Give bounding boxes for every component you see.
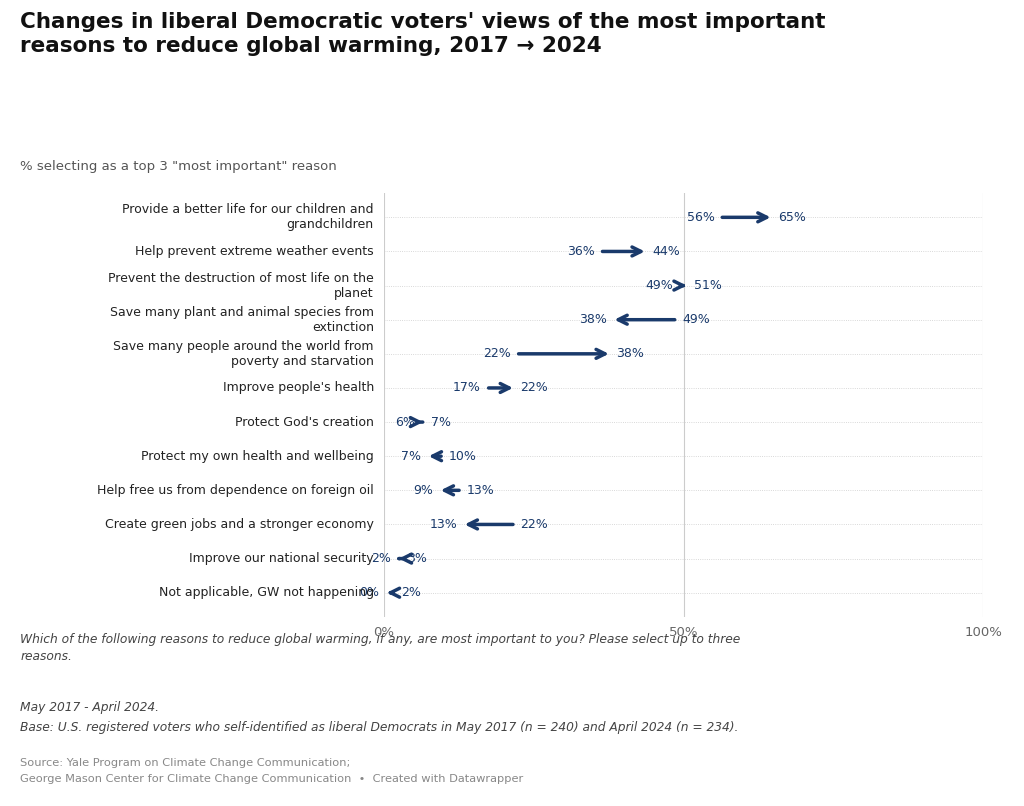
Text: 49%: 49% — [645, 279, 673, 292]
Text: Provide a better life for our children and
grandchildren: Provide a better life for our children a… — [122, 203, 374, 231]
Text: Source: Yale Program on Climate Change Communication;: Source: Yale Program on Climate Change C… — [20, 758, 351, 767]
Text: Improve people's health: Improve people's health — [222, 381, 374, 394]
Text: 10%: 10% — [449, 450, 476, 463]
Text: Improve our national security: Improve our national security — [189, 552, 374, 565]
Text: Which of the following reasons to reduce global warming, if any, are most import: Which of the following reasons to reduce… — [20, 633, 740, 663]
Text: 17%: 17% — [454, 381, 481, 394]
Text: 3%: 3% — [407, 552, 427, 565]
Text: 36%: 36% — [567, 245, 595, 258]
Text: 38%: 38% — [616, 347, 644, 360]
Text: 22%: 22% — [520, 518, 548, 531]
Text: Base: U.S. registered voters who self-identified as liberal Democrats in May 201: Base: U.S. registered voters who self-id… — [20, 721, 739, 734]
Text: 6%: 6% — [395, 416, 415, 429]
Text: Save many people around the world from
poverty and starvation: Save many people around the world from p… — [114, 340, 374, 368]
Text: Save many plant and animal species from
extinction: Save many plant and animal species from … — [110, 305, 374, 334]
Text: % selecting as a top 3 "most important" reason: % selecting as a top 3 "most important" … — [20, 160, 337, 173]
Text: Create green jobs and a stronger economy: Create green jobs and a stronger economy — [104, 518, 374, 531]
Text: 9%: 9% — [414, 484, 433, 496]
Text: Protect my own health and wellbeing: Protect my own health and wellbeing — [141, 450, 374, 463]
Text: 22%: 22% — [483, 347, 511, 360]
Text: George Mason Center for Climate Change Communication  •  Created with Datawrappe: George Mason Center for Climate Change C… — [20, 774, 523, 783]
Text: Not applicable, GW not happening: Not applicable, GW not happening — [159, 586, 374, 599]
Text: 38%: 38% — [579, 314, 607, 326]
Text: 2%: 2% — [372, 552, 391, 565]
Text: 49%: 49% — [682, 314, 710, 326]
Text: 56%: 56% — [687, 211, 715, 224]
Text: 13%: 13% — [429, 518, 457, 531]
Text: 44%: 44% — [652, 245, 680, 258]
Text: Changes in liberal Democratic voters' views of the most important
reasons to red: Changes in liberal Democratic voters' vi… — [20, 12, 826, 56]
Text: 13%: 13% — [467, 484, 495, 496]
Text: Prevent the destruction of most life on the
planet: Prevent the destruction of most life on … — [108, 272, 374, 300]
Text: 65%: 65% — [778, 211, 806, 224]
Text: 2%: 2% — [400, 586, 421, 599]
Text: 51%: 51% — [694, 279, 722, 292]
Text: May 2017 - April 2024.: May 2017 - April 2024. — [20, 701, 160, 714]
Text: 0%: 0% — [359, 586, 379, 599]
Text: Help prevent extreme weather events: Help prevent extreme weather events — [135, 245, 374, 258]
Text: 7%: 7% — [431, 416, 451, 429]
Text: 22%: 22% — [520, 381, 548, 394]
Text: Protect God's creation: Protect God's creation — [234, 416, 374, 429]
Text: 7%: 7% — [401, 450, 421, 463]
Text: Help free us from dependence on foreign oil: Help free us from dependence on foreign … — [97, 484, 374, 496]
